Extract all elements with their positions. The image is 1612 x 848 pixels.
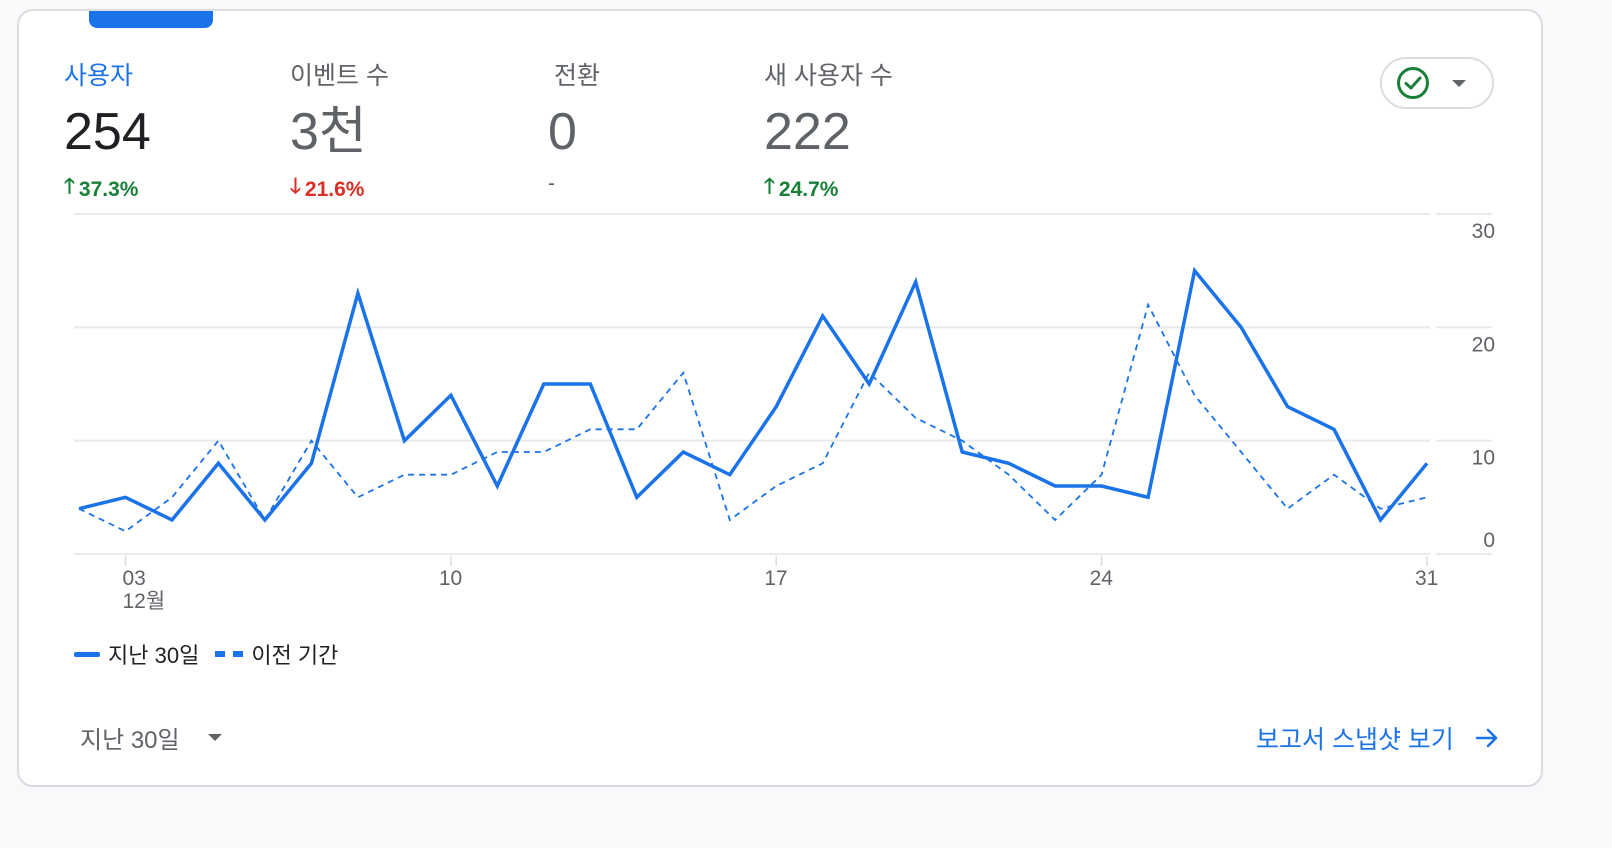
chart-legend: 지난 30일 이전 기간 (74, 638, 354, 670)
metric-users[interactable]: 사용자 254 🡑 37.3% (64, 56, 151, 207)
metric-label: 사용자 (64, 62, 134, 90)
metric-change: 🡑 37.3% (64, 172, 151, 207)
legend-previous: 이전 기간 (215, 638, 338, 670)
metric-value: 3천 (290, 103, 367, 161)
previous-period-line (78, 302, 1428, 533)
snapshot-link-label: 보고서 스냅샷 보기 (1256, 726, 1454, 754)
y-tick-label: 30 (1472, 220, 1495, 243)
arrow-up-icon: 🡑 (764, 175, 775, 198)
metric-value: 222 (764, 103, 851, 161)
date-range-label: 지난 30일 (80, 727, 180, 754)
y-tick-label: 20 (1472, 333, 1495, 356)
metric-change: 🡑 24.7% (764, 172, 893, 207)
metric-change: 🡓 21.6% (290, 172, 389, 207)
metric-value: 0 (548, 103, 577, 161)
solid-line-swatch-icon (74, 651, 100, 657)
legend-current: 지난 30일 (74, 638, 199, 670)
metric-conversions[interactable]: 전환 0 - (548, 56, 600, 196)
current-period-line (78, 266, 1429, 524)
check-circle-icon (1397, 67, 1429, 99)
caret-down-icon (207, 734, 222, 741)
x-tick-label: 17 (764, 567, 787, 590)
dashed-line-swatch-icon (215, 651, 244, 657)
x-tick-label: 31 (1415, 567, 1438, 590)
x-tick-label: 24 (1090, 567, 1114, 590)
y-tick-label: 0 (1483, 529, 1495, 552)
metric-label: 전환 (554, 62, 601, 90)
arrow-right-icon (1475, 728, 1498, 748)
caret-down-icon (1452, 79, 1466, 87)
metric-new-users[interactable]: 새 사용자 수 222 🡑 24.7% (764, 56, 893, 207)
compare-dropdown-button[interactable] (1380, 57, 1494, 109)
metric-change: - (548, 172, 555, 195)
metric-label: 이벤트 수 (290, 62, 389, 90)
x-tick-label: 10 (439, 567, 462, 590)
y-tick-label: 10 (1472, 447, 1495, 470)
metric-value: 254 (64, 103, 151, 161)
metric-label: 새 사용자 수 (764, 62, 893, 90)
x-tick-sublabel: 12월 (122, 590, 165, 613)
view-report-snapshot-link[interactable]: 보고서 스냅샷 보기 (1256, 720, 1500, 756)
date-range-dropdown[interactable]: 지난 30일 (80, 720, 222, 755)
arrow-up-icon: 🡑 (64, 175, 75, 198)
active-tab-indicator (89, 11, 213, 28)
arrow-down-icon: 🡓 (290, 175, 301, 198)
metric-event-count[interactable]: 이벤트 수 3천 🡓 21.6% (290, 56, 389, 207)
x-tick-label: 03 (122, 567, 145, 590)
